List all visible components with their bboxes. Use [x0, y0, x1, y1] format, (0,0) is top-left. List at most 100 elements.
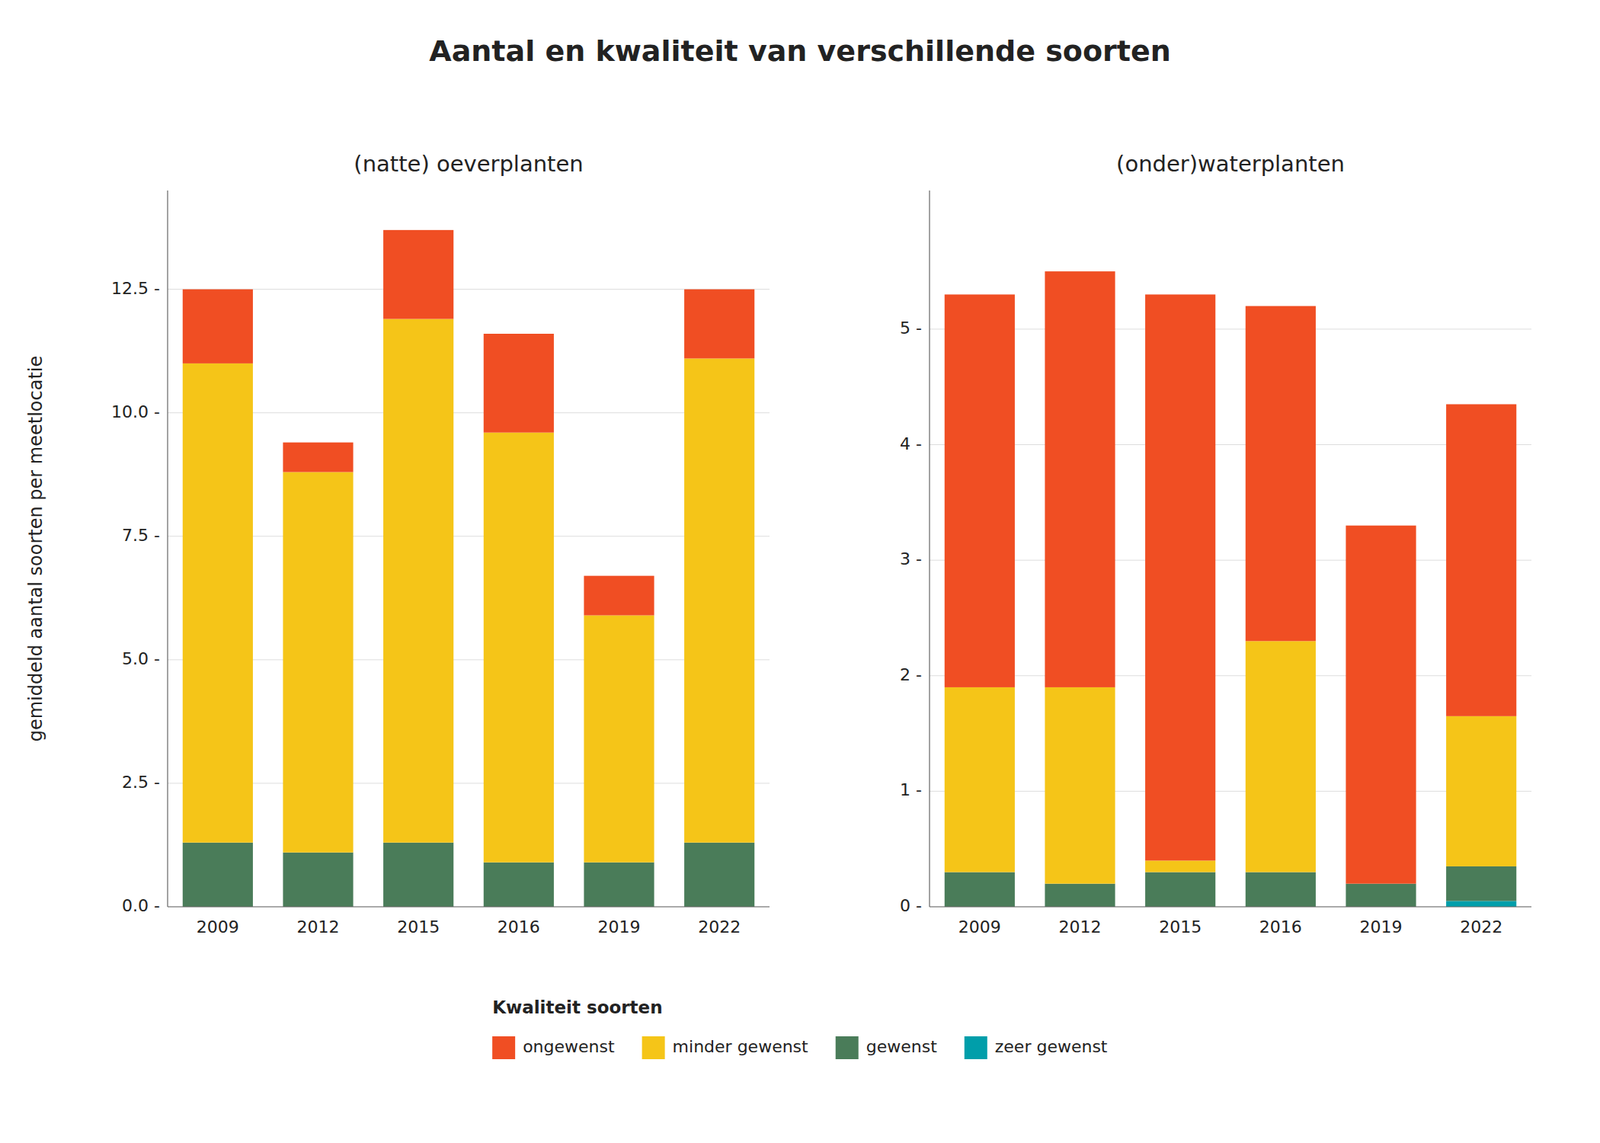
y-tick-label: 4 -	[899, 434, 922, 454]
grid-line	[167, 906, 770, 908]
legend: Kwaliteit soorten ongewenst minder gewenst…	[492, 997, 1108, 1060]
grid-line	[929, 675, 1532, 676]
legend-item: zeer gewenst	[964, 1036, 1108, 1060]
bars	[182, 230, 756, 907]
chart-svg: Aantal en kwaliteit van verschillende so…	[0, 0, 1600, 1143]
y-tick-label: 7.5 -	[121, 525, 160, 545]
bar-segment	[282, 442, 353, 473]
x-tick-label: 2022	[1459, 917, 1503, 937]
bar-segment	[684, 358, 755, 842]
title: Aantal en kwaliteit van verschillende so…	[428, 34, 1172, 68]
bar-segment	[182, 289, 253, 364]
bar-segment	[1345, 883, 1416, 907]
bar-segment	[1345, 525, 1416, 884]
legend-item: minder gewenst	[642, 1036, 809, 1060]
x-tick-label: 2016	[1259, 917, 1303, 937]
bar-segment	[1145, 294, 1216, 861]
bar-segment	[1145, 860, 1216, 872]
bar-segment	[583, 862, 654, 907]
legend-label: gewenst	[866, 1036, 938, 1056]
x-tick-label: 2009	[196, 917, 240, 937]
x-tick-label: 2012	[1059, 917, 1102, 937]
bar-segment	[1044, 883, 1115, 907]
bar-segment	[944, 872, 1015, 907]
grid-line	[929, 444, 1532, 445]
bar-segment	[583, 576, 654, 616]
y-tick-label: 5.0 -	[121, 649, 160, 669]
bar-segment	[1446, 716, 1517, 867]
bar-segment	[684, 842, 755, 907]
legend-label: ongewenst	[522, 1036, 615, 1056]
bar-segment	[1044, 271, 1115, 688]
y-tick-label: 10.0 -	[111, 402, 160, 422]
x-axis-line	[929, 905, 1532, 907]
legend-label: minder gewenst	[672, 1036, 809, 1056]
page: {"chart_data": [ {"type": "bar", "stacke…	[0, 0, 1600, 1143]
y-tick-label: 5 -	[899, 318, 922, 338]
legend-swatch	[642, 1036, 666, 1060]
bar-segment	[1446, 866, 1517, 901]
bar-segment	[1446, 900, 1517, 907]
bar-segment	[182, 842, 253, 907]
y-tick-label: 3 -	[899, 549, 922, 569]
bar-segment	[1446, 403, 1517, 716]
bar-segment	[182, 363, 253, 843]
bars	[944, 271, 1517, 907]
y-tick-label: 0.0 -	[121, 896, 160, 916]
legend-label: zeer gewenst	[995, 1036, 1108, 1056]
x-tick-label: 2012	[297, 917, 340, 937]
bar-segment	[383, 842, 454, 907]
bar-segment	[383, 319, 454, 843]
grid-line	[929, 560, 1532, 561]
x-tick-label: 2015	[1158, 917, 1202, 937]
grid-line	[929, 328, 1532, 330]
panel: (natte) oeverplanten 0.0 - 2.5 - 5.0 - 7.5 -…	[111, 150, 770, 937]
bar-segment	[1245, 640, 1316, 872]
bar-segment	[944, 294, 1015, 687]
x-tick-label: 2009	[958, 917, 1002, 937]
grid-line	[929, 906, 1532, 908]
bar-segment	[483, 862, 554, 907]
grid-line	[167, 782, 770, 784]
grid-line	[167, 659, 770, 660]
bar-segment	[383, 230, 454, 320]
bar-segment	[483, 333, 554, 433]
legend-swatch	[492, 1036, 516, 1060]
bar-segment	[282, 852, 353, 907]
x-tick-label: 2016	[497, 917, 541, 937]
background	[0, 0, 1600, 1143]
bar-segment	[583, 615, 654, 863]
legend-item: ongewenst	[492, 1036, 615, 1060]
subtitle: (onder)waterplanten	[1116, 150, 1345, 177]
x-tick-label: 2019	[1360, 917, 1403, 937]
y-tick-label: 12.5 -	[111, 278, 160, 298]
y-axis-line	[166, 190, 168, 907]
subtitle: (natte) oeverplanten	[353, 150, 583, 177]
y-tick-label: 2 -	[899, 665, 922, 685]
x-axis-line	[167, 905, 770, 907]
bar-segment	[1245, 872, 1316, 907]
x-tick-label: 2019	[598, 917, 641, 937]
bar-segment	[282, 472, 353, 853]
grid-line	[929, 790, 1532, 792]
y-tick-label: 0 -	[899, 896, 922, 916]
bar-segment	[944, 687, 1015, 873]
y-axis-label: gemiddeld aantal soorten per meetlocatie	[25, 355, 47, 743]
x-tick-label: 2015	[396, 917, 440, 937]
y-axis-line	[928, 190, 930, 907]
x-tick-label: 2022	[697, 917, 741, 937]
y-tick-label: 2.5 -	[121, 772, 160, 792]
legend-title: Kwaliteit soorten	[492, 997, 663, 1018]
bar-segment	[684, 289, 755, 359]
legend-item: gewenst	[835, 1036, 938, 1060]
bar-segment	[1044, 687, 1115, 884]
bar-segment	[1245, 306, 1316, 642]
bar-segment	[483, 432, 554, 863]
bar-segment	[1145, 872, 1216, 907]
legend-swatch	[835, 1036, 859, 1060]
grid-line	[167, 412, 770, 413]
y-tick-label: 1 -	[899, 780, 922, 800]
grid-line	[167, 288, 770, 290]
grid-line	[167, 535, 770, 537]
legend-swatch	[964, 1036, 988, 1060]
